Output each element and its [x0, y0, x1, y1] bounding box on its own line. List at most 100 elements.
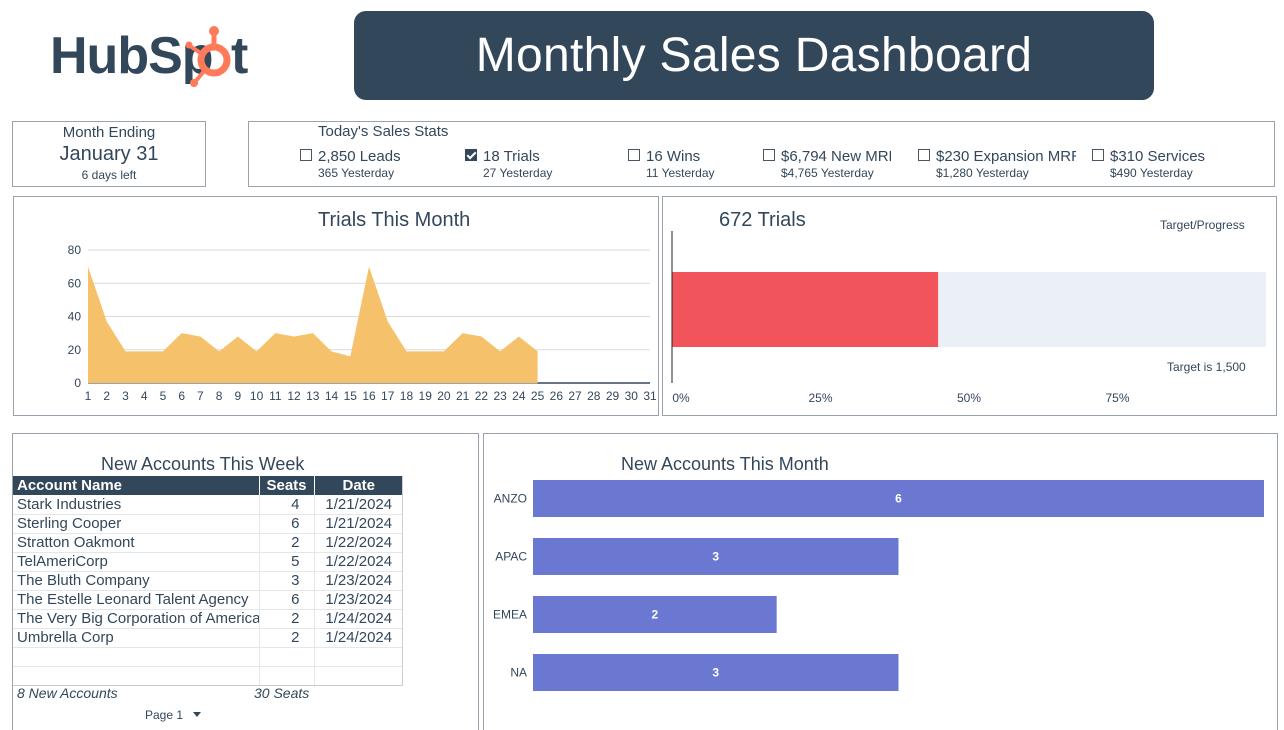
trials-area	[88, 266, 538, 383]
pager[interactable]: Page 1	[145, 708, 202, 722]
progress-fill	[672, 272, 939, 347]
progress-bar-chart: 0% 25% 50% 75%	[671, 231, 1266, 405]
cell-account-name: Umbrella Corp	[13, 628, 260, 648]
x-tick-label: 11	[269, 389, 282, 403]
cell-account-name: Stratton Oakmont	[13, 533, 260, 553]
trials-chart-title: Trials This Month	[318, 209, 471, 231]
column-header-seats[interactable]: Seats	[259, 476, 315, 495]
stat-services[interactable]: $310 Services $490 Yesterday	[1090, 148, 1240, 180]
table-row: The Very Big Corporation of America 2 1/24…	[13, 609, 403, 629]
table-row: Sterling Cooper 6 1/21/2024	[13, 514, 403, 534]
table-row: Umbrella Corp 2 1/24/2024	[13, 628, 403, 648]
cell-account-name: The Estelle Leonard Talent Agency	[13, 590, 260, 610]
hubspot-logo: HubSp t	[48, 24, 258, 88]
y-tick-label: 60	[68, 276, 82, 290]
region-bar	[533, 538, 899, 575]
svg-text:t: t	[231, 27, 248, 85]
region-chart-title: New Accounts This Month	[621, 454, 829, 474]
page-label: Page 1	[145, 708, 184, 722]
category-label: ANZO	[494, 492, 527, 506]
stat-yesterday: 365 Yesterday	[318, 166, 395, 180]
cell-seats: 6	[259, 590, 315, 610]
category-label: NA	[510, 666, 527, 680]
x-tick-label: 24	[512, 389, 526, 403]
x-tick-label: 13	[306, 389, 320, 403]
stat-label: $310 Services	[1110, 148, 1206, 165]
checked-checkbox-icon[interactable]	[465, 148, 477, 161]
dashboard-title-banner: Monthly Sales Dashboard	[354, 11, 1154, 100]
cell-date: 1/23/2024	[314, 590, 403, 610]
table-row: TelAmeriCorp 5 1/22/2024	[13, 552, 403, 572]
x-tick-label: 12	[287, 389, 301, 403]
chevron-down-icon[interactable]	[193, 712, 202, 717]
cell-date: 1/21/2024	[314, 495, 403, 515]
sales-stats-panel: Today's Sales Stats 2,850 Leads 365 Yest…	[248, 121, 1275, 187]
stat-yesterday: $1,280 Yesterday	[936, 166, 1029, 180]
total-accounts: 8 New Accounts	[17, 685, 118, 701]
checkbox-icon[interactable]	[918, 148, 930, 161]
trials-chart-panel: Trials This Month 0 20 40 60 80 1 2 3 4 5 6 7 8 9 10 11…	[13, 196, 659, 416]
stat-expansion-mrr[interactable]: $230 Expansion MRR $1,280 Yesterday	[916, 148, 1076, 180]
stat-yesterday: 11 Yesterday	[646, 166, 715, 180]
x-tick-label: 10	[250, 389, 264, 403]
month-ending-label: Month Ending	[62, 124, 156, 141]
x-tick-label: 4	[141, 389, 148, 403]
stat-label: $6,794 New MRR	[781, 148, 891, 165]
x-tick-label: 5	[160, 389, 167, 403]
column-header-date[interactable]: Date	[314, 476, 403, 495]
checkbox-icon[interactable]	[628, 148, 640, 161]
table-row: The Estelle Leonard Talent Agency 6 1/23/2…	[13, 590, 403, 610]
y-tick-label: 80	[68, 243, 82, 257]
bar-value-label: 3	[712, 666, 719, 680]
x-tick-label: 7	[197, 389, 204, 403]
x-tick-label: 17	[381, 389, 395, 403]
table-row-empty	[13, 666, 403, 686]
cell-date: 1/22/2024	[314, 533, 403, 553]
stat-leads[interactable]: 2,850 Leads 365 Yesterday	[298, 148, 448, 180]
month-ending-date: January 31	[59, 143, 159, 165]
sales-stats-title: Today's Sales Stats	[318, 123, 449, 140]
x-tick-label: 0%	[672, 391, 690, 405]
x-tick-label: 31	[643, 389, 657, 403]
y-tick-label: 40	[68, 310, 82, 324]
cell-account-name: Stark Industries	[13, 495, 260, 515]
cell-account-name: Sterling Cooper	[13, 514, 260, 534]
dashboard-title: Monthly Sales Dashboard	[475, 29, 1033, 82]
checkbox-icon[interactable]	[300, 148, 312, 161]
stat-yesterday: $490 Yesterday	[1110, 166, 1193, 180]
stat-trials[interactable]: 18 Trials 27 Yesterday	[463, 148, 613, 180]
x-tick-label: 23	[493, 389, 507, 403]
svg-text:HubSp: HubSp	[50, 27, 213, 85]
x-tick-label: 6	[178, 389, 185, 403]
stat-new-mrr[interactable]: $6,794 New MRR $4,765 Yesterday	[761, 148, 891, 180]
checkbox-icon[interactable]	[1092, 148, 1104, 161]
x-tick-label: 29	[606, 389, 620, 403]
region-bar	[533, 596, 777, 633]
cell-date: 1/23/2024	[314, 571, 403, 591]
cell-date: 1/24/2024	[314, 628, 403, 648]
table-row: Stark Industries 4 1/21/2024	[13, 495, 403, 515]
cell-date: 1/24/2024	[314, 609, 403, 629]
category-label: EMEA	[493, 608, 527, 622]
checkbox-icon[interactable]	[763, 148, 775, 161]
cell-seats: 2	[259, 533, 315, 553]
y-tick-label: 0	[74, 376, 81, 390]
x-tick-label: 2	[103, 389, 110, 403]
table-row-empty	[13, 647, 403, 667]
column-header-account-name[interactable]: Account Name	[13, 476, 260, 495]
cell-seats: 2	[259, 609, 315, 629]
category-label: APAC	[495, 550, 527, 564]
stat-wins[interactable]: 16 Wins 11 Yesterday	[626, 148, 756, 180]
x-tick-label: 20	[437, 389, 451, 403]
x-tick-label: 19	[419, 389, 433, 403]
region-bar	[533, 480, 1264, 517]
bar-value-label: 6	[895, 492, 902, 506]
x-tick-label: 15	[344, 389, 358, 403]
cell-date: 1/21/2024	[314, 514, 403, 534]
x-tick-label: 25	[531, 389, 545, 403]
x-tick-label: 3	[122, 389, 129, 403]
bar-value-label: 3	[712, 550, 719, 564]
region-bar	[533, 654, 899, 691]
region-chart-panel: New Accounts This Month ANZO 6 APAC 3 EMEA 2 N…	[483, 433, 1278, 730]
y-tick-label: 20	[68, 343, 82, 357]
